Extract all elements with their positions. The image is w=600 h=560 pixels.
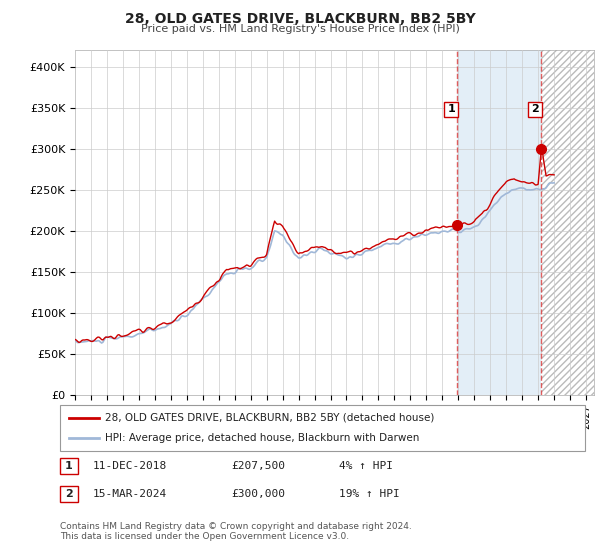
Text: £207,500: £207,500: [231, 461, 285, 471]
Text: Contains HM Land Registry data © Crown copyright and database right 2024.
This d: Contains HM Land Registry data © Crown c…: [60, 522, 412, 542]
Text: £300,000: £300,000: [231, 489, 285, 499]
Bar: [541, 50, 594, 395]
Text: 1: 1: [65, 461, 73, 471]
Text: Price paid vs. HM Land Registry's House Price Index (HPI): Price paid vs. HM Land Registry's House …: [140, 24, 460, 34]
Text: 4% ↑ HPI: 4% ↑ HPI: [339, 461, 393, 471]
Text: HPI: Average price, detached house, Blackburn with Darwen: HPI: Average price, detached house, Blac…: [105, 433, 419, 443]
Bar: [457, 50, 541, 395]
Text: 28, OLD GATES DRIVE, BLACKBURN, BB2 5BY (detached house): 28, OLD GATES DRIVE, BLACKBURN, BB2 5BY …: [105, 413, 434, 423]
Text: 11-DEC-2018: 11-DEC-2018: [93, 461, 167, 471]
Text: 28, OLD GATES DRIVE, BLACKBURN, BB2 5BY: 28, OLD GATES DRIVE, BLACKBURN, BB2 5BY: [125, 12, 475, 26]
Text: 19% ↑ HPI: 19% ↑ HPI: [339, 489, 400, 499]
Text: 1: 1: [447, 105, 455, 114]
Text: 15-MAR-2024: 15-MAR-2024: [93, 489, 167, 499]
Text: 2: 2: [65, 489, 73, 499]
Text: 2: 2: [531, 105, 539, 114]
